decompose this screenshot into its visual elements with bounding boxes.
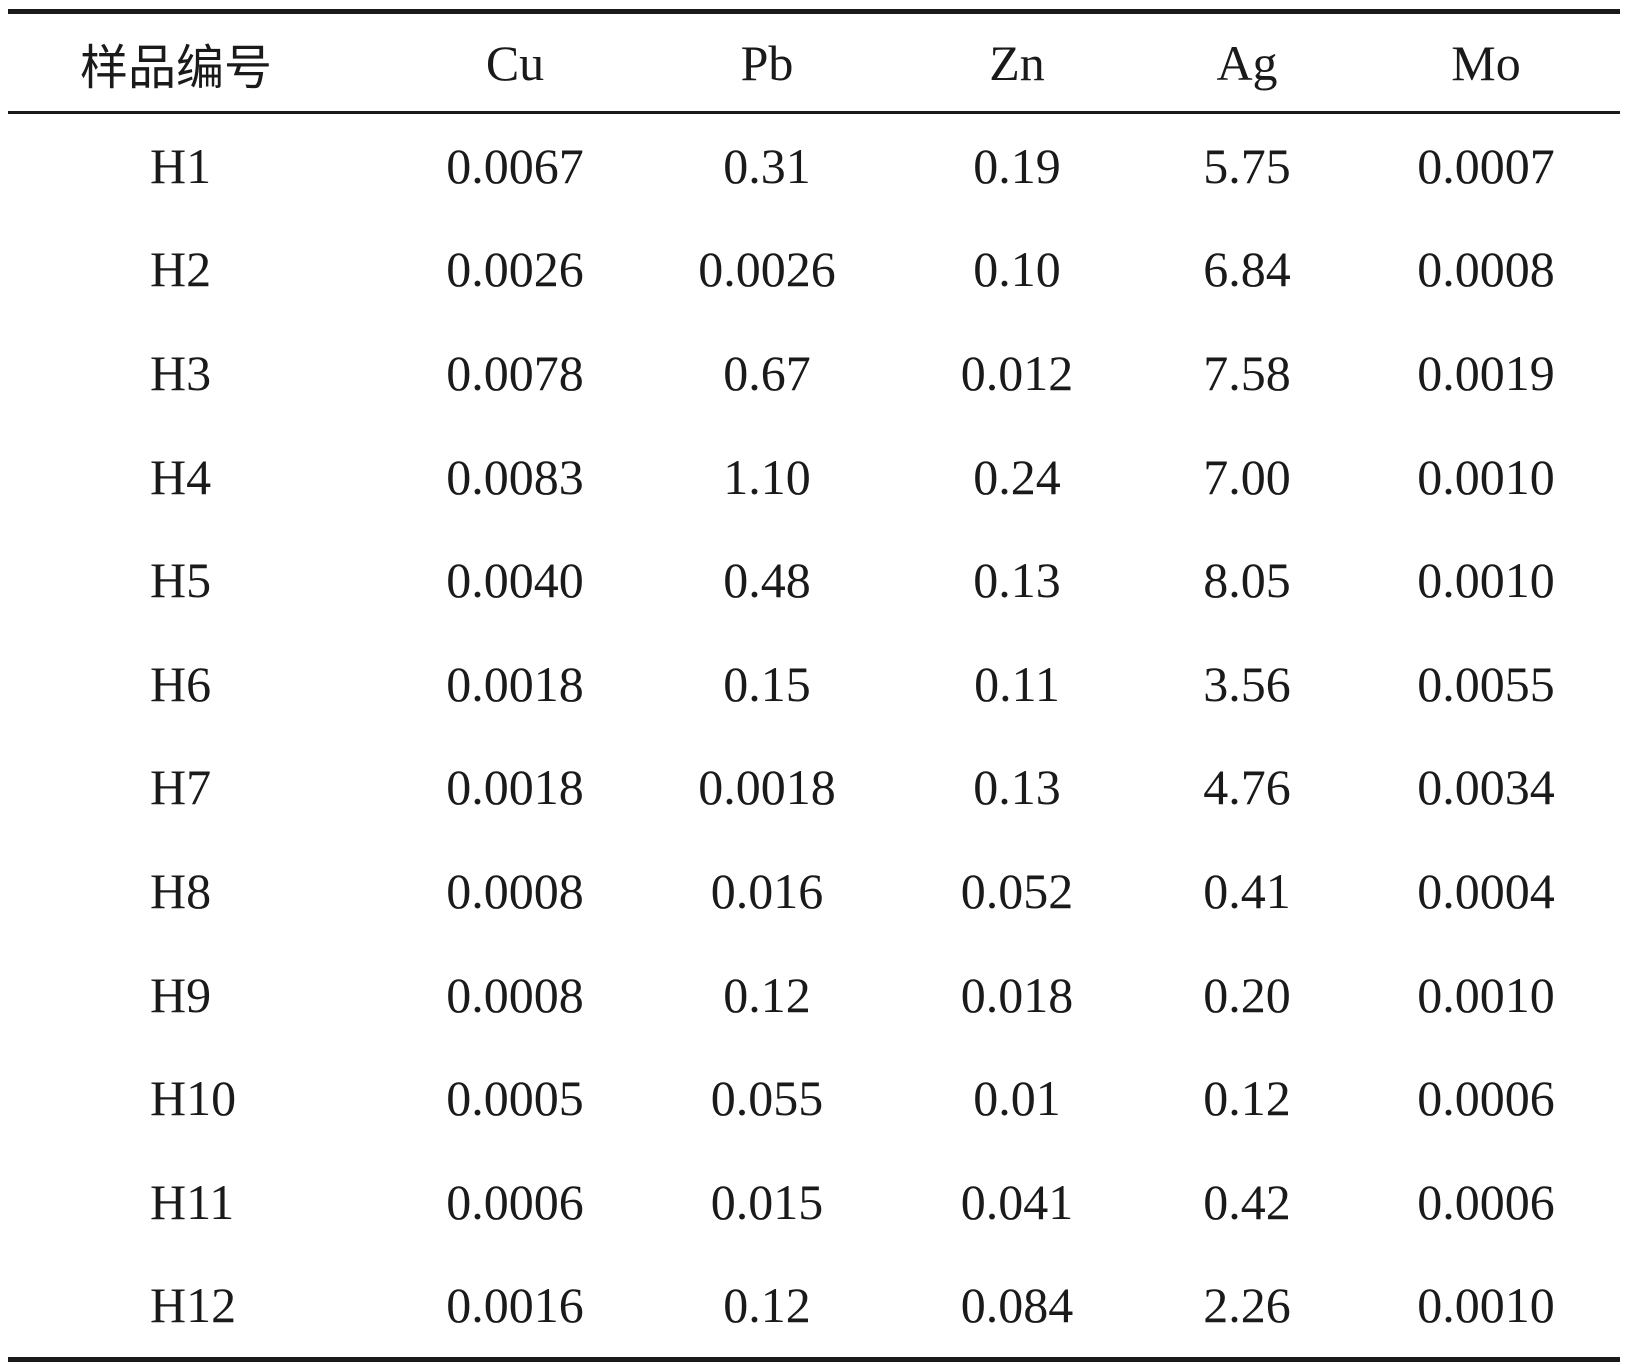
cell-mo: 0.0004 xyxy=(1417,862,1555,919)
table-row: H4 0.0083 1.10 0.24 7.00 0.0010 xyxy=(8,425,1620,529)
cell-zn: 0.052 xyxy=(960,862,1074,919)
cell-mo: 0.0010 xyxy=(1417,966,1555,1023)
cell-sample-id: H3 xyxy=(150,344,212,401)
header-ag: Ag xyxy=(1216,34,1278,91)
cell-cu: 0.0006 xyxy=(446,1173,584,1230)
header-mo: Mo xyxy=(1451,34,1521,91)
cell-mo: 0.0006 xyxy=(1417,1173,1555,1230)
element-content-table-body: H1 0.0067 0.31 0.19 5.75 0.0007 H2 0.0026 0.0026… xyxy=(8,114,1620,1357)
cell-cu: 0.0026 xyxy=(446,241,584,298)
header-sample-id: 样品编号 xyxy=(80,39,273,96)
cell-zn: 0.24 xyxy=(973,448,1061,505)
cell-cu: 0.0008 xyxy=(446,966,584,1023)
cell-sample-id: H2 xyxy=(150,241,212,298)
cell-mo: 0.0034 xyxy=(1417,759,1555,816)
table-row: H8 0.0008 0.016 0.052 0.41 0.0004 xyxy=(8,839,1620,943)
cell-cu: 0.0078 xyxy=(446,344,584,401)
cell-pb: 0.15 xyxy=(723,655,811,712)
cell-cu: 0.0083 xyxy=(446,448,584,505)
cell-cu: 0.0018 xyxy=(446,759,584,816)
cell-zn: 0.084 xyxy=(960,1277,1074,1334)
cell-ag: 0.12 xyxy=(1203,1070,1291,1127)
cell-ag: 0.41 xyxy=(1203,862,1291,919)
cell-ag: 6.84 xyxy=(1203,241,1291,298)
table-row: H5 0.0040 0.48 0.13 8.05 0.0010 xyxy=(8,528,1620,632)
cell-ag: 5.75 xyxy=(1203,137,1291,194)
cell-sample-id: H1 xyxy=(150,137,212,194)
table-row: H11 0.0006 0.015 0.041 0.42 0.0006 xyxy=(8,1150,1620,1254)
cell-pb: 0.12 xyxy=(723,966,811,1023)
cell-sample-id: H10 xyxy=(150,1070,237,1127)
cell-mo: 0.0010 xyxy=(1417,1277,1555,1334)
cell-ag: 4.76 xyxy=(1203,759,1291,816)
cell-ag: 7.58 xyxy=(1203,344,1291,401)
cell-pb: 0.48 xyxy=(723,552,811,609)
cell-mo: 0.0006 xyxy=(1417,1070,1555,1127)
cell-cu: 0.0067 xyxy=(446,137,584,194)
cell-cu: 0.0040 xyxy=(446,552,584,609)
cell-mo: 0.0019 xyxy=(1417,344,1555,401)
cell-mo: 0.0010 xyxy=(1417,552,1555,609)
table-row: H1 0.0067 0.31 0.19 5.75 0.0007 xyxy=(8,114,1620,218)
cell-ag: 0.42 xyxy=(1203,1173,1291,1230)
table-row: H6 0.0018 0.15 0.11 3.56 0.0055 xyxy=(8,632,1620,736)
table-header: 样品编号 Cu Pb Zn Ag Mo xyxy=(8,14,1620,111)
cell-cu: 0.0005 xyxy=(446,1070,584,1127)
cell-zn: 0.01 xyxy=(973,1070,1061,1127)
cell-zn: 0.10 xyxy=(973,241,1061,298)
cell-pb: 0.31 xyxy=(723,137,811,194)
top-rule xyxy=(8,9,1620,14)
cell-sample-id: H4 xyxy=(150,448,212,505)
header-rule xyxy=(8,111,1620,114)
cell-pb: 0.12 xyxy=(723,1277,811,1334)
header-row: 样品编号 Cu Pb Zn Ag Mo xyxy=(8,14,1620,111)
cell-zn: 0.11 xyxy=(974,655,1060,712)
cell-zn: 0.012 xyxy=(960,344,1074,401)
cell-sample-id: H7 xyxy=(150,759,212,816)
table-row: H12 0.0016 0.12 0.084 2.26 0.0010 xyxy=(8,1254,1620,1358)
cell-pb: 0.0026 xyxy=(698,241,836,298)
header-pb: Pb xyxy=(740,34,794,91)
cell-zn: 0.13 xyxy=(973,759,1061,816)
cell-pb: 0.67 xyxy=(723,344,811,401)
cell-sample-id: H5 xyxy=(150,552,212,609)
cell-mo: 0.0010 xyxy=(1417,448,1555,505)
cell-pb: 0.015 xyxy=(710,1173,824,1230)
cell-ag: 2.26 xyxy=(1203,1277,1291,1334)
cell-cu: 0.0016 xyxy=(446,1277,584,1334)
cell-pb: 1.10 xyxy=(723,448,811,505)
cell-mo: 0.0007 xyxy=(1417,137,1555,194)
cell-cu: 0.0008 xyxy=(446,862,584,919)
cell-mo: 0.0008 xyxy=(1417,241,1555,298)
cell-ag: 0.20 xyxy=(1203,966,1291,1023)
cell-mo: 0.0055 xyxy=(1417,655,1555,712)
table-row: H7 0.0018 0.0018 0.13 4.76 0.0034 xyxy=(8,736,1620,840)
data-table: 样品编号 Cu Pb Zn Ag Mo H1 0.0067 0.31 0.19 5.75… xyxy=(8,9,1620,1363)
cell-sample-id: H12 xyxy=(150,1277,237,1334)
table-row: H9 0.0008 0.12 0.018 0.20 0.0010 xyxy=(8,943,1620,1047)
table-body: H1 0.0067 0.31 0.19 5.75 0.0007 H2 0.0026 0.0026… xyxy=(8,114,1620,1357)
cell-zn: 0.13 xyxy=(973,552,1061,609)
element-content-table: 样品编号 Cu Pb Zn Ag Mo xyxy=(8,14,1620,111)
cell-sample-id: H11 xyxy=(150,1173,235,1230)
cell-zn: 0.19 xyxy=(973,137,1061,194)
table-row: H3 0.0078 0.67 0.012 7.58 0.0019 xyxy=(8,321,1620,425)
cell-pb: 0.016 xyxy=(710,862,824,919)
cell-sample-id: H9 xyxy=(150,966,212,1023)
table-row: H2 0.0026 0.0026 0.10 6.84 0.0008 xyxy=(8,218,1620,322)
cell-zn: 0.041 xyxy=(960,1173,1074,1230)
bottom-rule xyxy=(8,1357,1620,1363)
cell-pb: 0.0018 xyxy=(698,759,836,816)
header-cu: Cu xyxy=(485,34,545,91)
cell-ag: 8.05 xyxy=(1203,552,1291,609)
table-row: H10 0.0005 0.055 0.01 0.12 0.0006 xyxy=(8,1046,1620,1150)
header-zn: Zn xyxy=(989,34,1045,91)
cell-pb: 0.055 xyxy=(710,1070,824,1127)
cell-zn: 0.018 xyxy=(960,966,1074,1023)
cell-ag: 7.00 xyxy=(1203,448,1291,505)
cell-cu: 0.0018 xyxy=(446,655,584,712)
cell-ag: 3.56 xyxy=(1203,655,1291,712)
cell-sample-id: H8 xyxy=(150,862,212,919)
cell-sample-id: H6 xyxy=(150,655,212,712)
